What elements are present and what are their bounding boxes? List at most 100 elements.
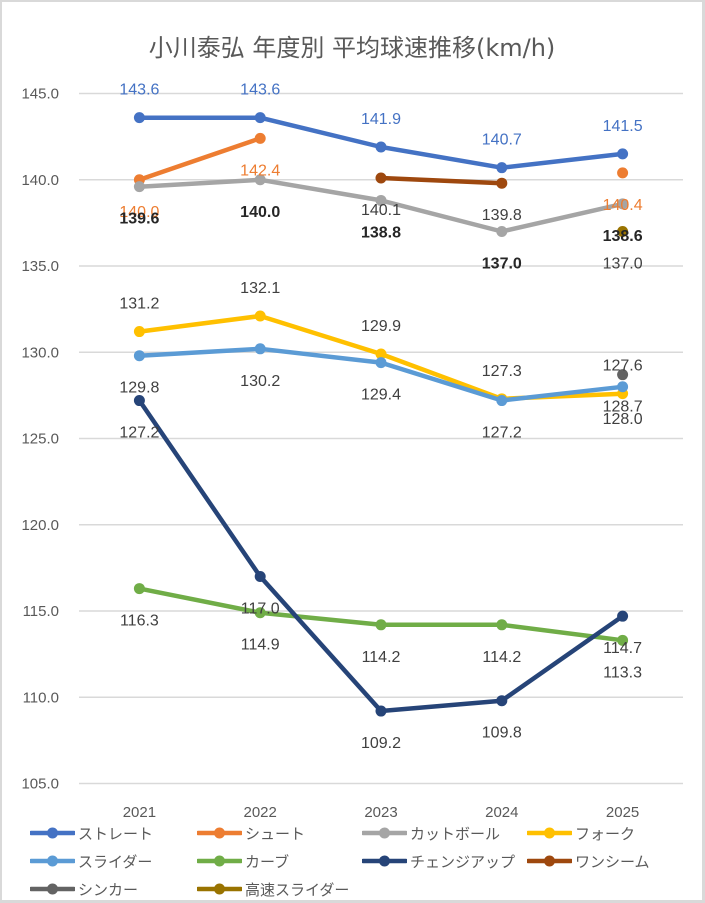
data-label-curve: 116.3 xyxy=(120,613,159,630)
data-point-one-seam[interactable] xyxy=(375,172,387,184)
axes: 105.0 110.0 115.0 120.0 125.0 130.0 135.0 140.0… xyxy=(21,86,639,822)
data-point-curve[interactable] xyxy=(254,607,266,619)
y-tick-label: 130.0 xyxy=(21,344,59,361)
data-point-fork[interactable] xyxy=(375,348,387,360)
data-label-slider: 129.4 xyxy=(361,387,401,404)
data-label-straight: 141.9 xyxy=(361,111,401,128)
data-point-shoot[interactable] xyxy=(254,132,266,144)
data-label-slider: 130.2 xyxy=(240,373,280,390)
data-point-slider[interactable] xyxy=(254,343,266,355)
x-tick-label: 2025 xyxy=(606,804,639,821)
legend-item-curve[interactable]: カーブ xyxy=(197,847,362,875)
data-point-straight[interactable] xyxy=(254,112,266,124)
legend-item-fork[interactable]: フォーク xyxy=(527,819,677,847)
legend-label: ワンシーム xyxy=(575,852,650,871)
data-label-fork: 132.1 xyxy=(240,280,280,297)
data-point-straight[interactable] xyxy=(496,162,508,174)
data-label-cutter: 138.8 xyxy=(361,224,401,241)
data-point-slider[interactable] xyxy=(133,350,145,362)
data-point-curve[interactable] xyxy=(496,619,508,631)
legend-item-changeup[interactable]: チェンジアップ xyxy=(362,847,527,875)
y-tick-label: 120.0 xyxy=(21,517,59,534)
series-sinker xyxy=(617,369,629,381)
legend-marker-icon xyxy=(30,883,75,895)
legend-item-shoot[interactable]: シュート xyxy=(197,819,362,847)
data-point-straight[interactable] xyxy=(375,141,387,153)
legend-label: カットボール xyxy=(410,824,501,843)
series-line-one-seam xyxy=(378,175,505,186)
data-point-cutter[interactable] xyxy=(254,174,266,186)
legend-item-cutter[interactable]: カットボール xyxy=(362,819,527,847)
data-label-curve: 114.9 xyxy=(241,637,280,654)
data-point-one-seam[interactable] xyxy=(496,177,508,189)
legend-item-slider[interactable]: スライダー xyxy=(30,847,197,875)
data-point-curve[interactable] xyxy=(617,634,629,646)
legend-marker-dot xyxy=(544,855,555,867)
legend: ストレート シュート カットボール フォークスライダー カーブ チェンジアップ ワンシームシ… xyxy=(30,819,677,900)
data-point-slider[interactable] xyxy=(496,395,508,407)
legend-marker-icon xyxy=(197,827,242,839)
data-point-changeup[interactable] xyxy=(133,395,145,407)
data-point-straight[interactable] xyxy=(133,112,145,124)
series-line-curve xyxy=(137,586,625,643)
series-curve xyxy=(133,583,629,646)
series-straight xyxy=(133,112,629,174)
data-label-fork: 127.6 xyxy=(603,358,643,375)
data-point-cutter[interactable] xyxy=(496,226,508,237)
legend-marker-dot xyxy=(379,827,390,839)
data-point-straight[interactable] xyxy=(617,148,629,160)
data-label-fork: 131.2 xyxy=(119,296,159,313)
legend-marker-dot xyxy=(214,827,225,839)
data-point-cutter[interactable] xyxy=(133,181,145,193)
data-point-cutter[interactable] xyxy=(617,198,629,210)
data-point-shoot[interactable] xyxy=(617,167,629,179)
data-label-cutter: 138.6 xyxy=(603,228,643,245)
data-point-changeup[interactable] xyxy=(617,610,629,622)
data-label-changeup: 117.0 xyxy=(241,601,280,618)
data-label-fork: 127.3 xyxy=(482,363,522,380)
data-point-curve[interactable] xyxy=(133,583,145,595)
x-tick-label: 2024 xyxy=(485,804,518,821)
legend-item-one-seam[interactable]: ワンシーム xyxy=(527,847,677,875)
series-shoot xyxy=(133,132,629,186)
data-label-high-speed-slider: 137.0 xyxy=(603,256,643,273)
data-point-changeup[interactable] xyxy=(496,695,508,707)
legend-marker-icon xyxy=(30,855,75,867)
data-point-fork[interactable] xyxy=(254,310,266,322)
legend-marker-dot xyxy=(214,883,225,895)
legend-item-high-speed-slider[interactable]: 高速スライダー xyxy=(197,875,362,900)
data-label-shoot: 140.4 xyxy=(603,197,643,214)
data-point-changeup[interactable] xyxy=(254,571,266,582)
x-tick-label: 2022 xyxy=(244,804,277,821)
data-point-high-speed-slider[interactable] xyxy=(617,226,629,237)
y-tick-label: 125.0 xyxy=(21,431,59,448)
data-label-changeup: 109.2 xyxy=(361,735,401,752)
data-point-fork[interactable] xyxy=(133,326,145,338)
x-tick-label: 2021 xyxy=(123,804,156,821)
y-tick-label: 140.0 xyxy=(21,172,59,189)
data-point-changeup[interactable] xyxy=(375,705,387,717)
legend-marker-dot xyxy=(544,827,555,839)
data-point-sinker[interactable] xyxy=(617,369,629,381)
legend-marker-icon xyxy=(362,827,407,839)
legend-marker-dot xyxy=(47,855,58,867)
data-labels: 143.6 143.6 141.9 140.7 141.5 140.0 142.4 140.4… xyxy=(119,82,642,752)
legend-label: 高速スライダー xyxy=(245,880,350,899)
legend-label: シンカー xyxy=(78,880,139,899)
data-label-curve: 114.2 xyxy=(482,649,521,666)
data-label-slider: 128.0 xyxy=(603,411,643,428)
data-label-shoot: 142.4 xyxy=(240,162,280,179)
legend-item-sinker[interactable]: シンカー xyxy=(30,875,197,900)
legend-item-straight[interactable]: ストレート xyxy=(30,819,197,847)
data-point-cutter[interactable] xyxy=(375,194,387,206)
legend-marker-icon xyxy=(362,855,407,867)
data-point-slider[interactable] xyxy=(617,381,629,393)
data-label-changeup: 127.2 xyxy=(119,425,159,442)
data-point-curve[interactable] xyxy=(375,619,387,631)
data-point-slider[interactable] xyxy=(375,357,387,369)
legend-marker-icon xyxy=(197,855,242,867)
data-label-sinker: 128.7 xyxy=(603,399,643,416)
legend-label: シュート xyxy=(245,824,306,843)
data-label-straight: 143.6 xyxy=(240,82,280,99)
data-label-changeup: 109.8 xyxy=(482,725,522,742)
